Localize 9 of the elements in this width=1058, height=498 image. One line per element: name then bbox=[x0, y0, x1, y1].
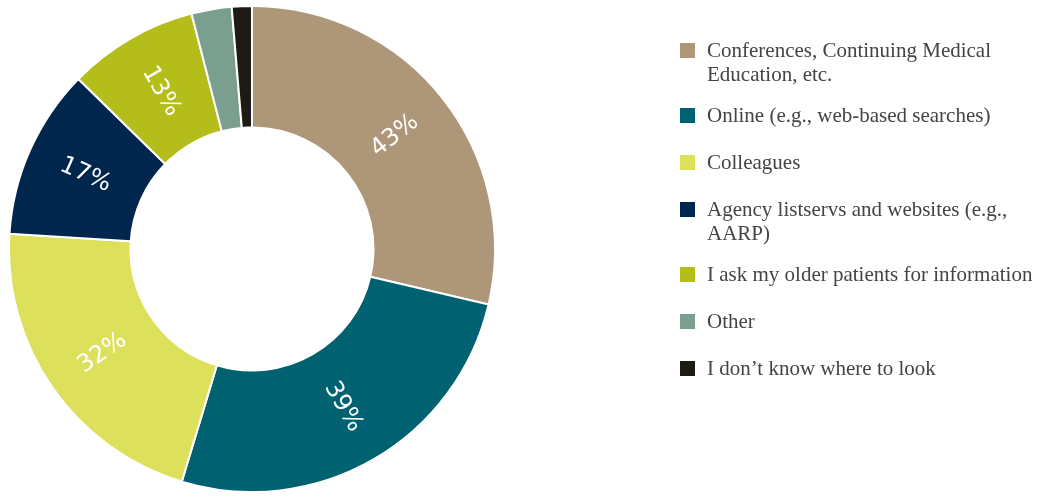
legend-label: I don’t know where to look bbox=[707, 356, 936, 380]
legend-label: Other bbox=[707, 309, 755, 333]
legend-label: Online (e.g., web-based searches) bbox=[707, 103, 991, 127]
legend-label: I ask my older patients for information bbox=[707, 262, 1033, 286]
legend-label: Colleagues bbox=[707, 150, 801, 174]
legend-label: Agency listservs and websites (e.g., AARP) bbox=[707, 197, 1009, 245]
data-label: 17% bbox=[56, 149, 117, 197]
legend-label: Conferences, Continuing Medical Education, etc. bbox=[707, 38, 992, 86]
data-label: 43% bbox=[364, 106, 424, 162]
